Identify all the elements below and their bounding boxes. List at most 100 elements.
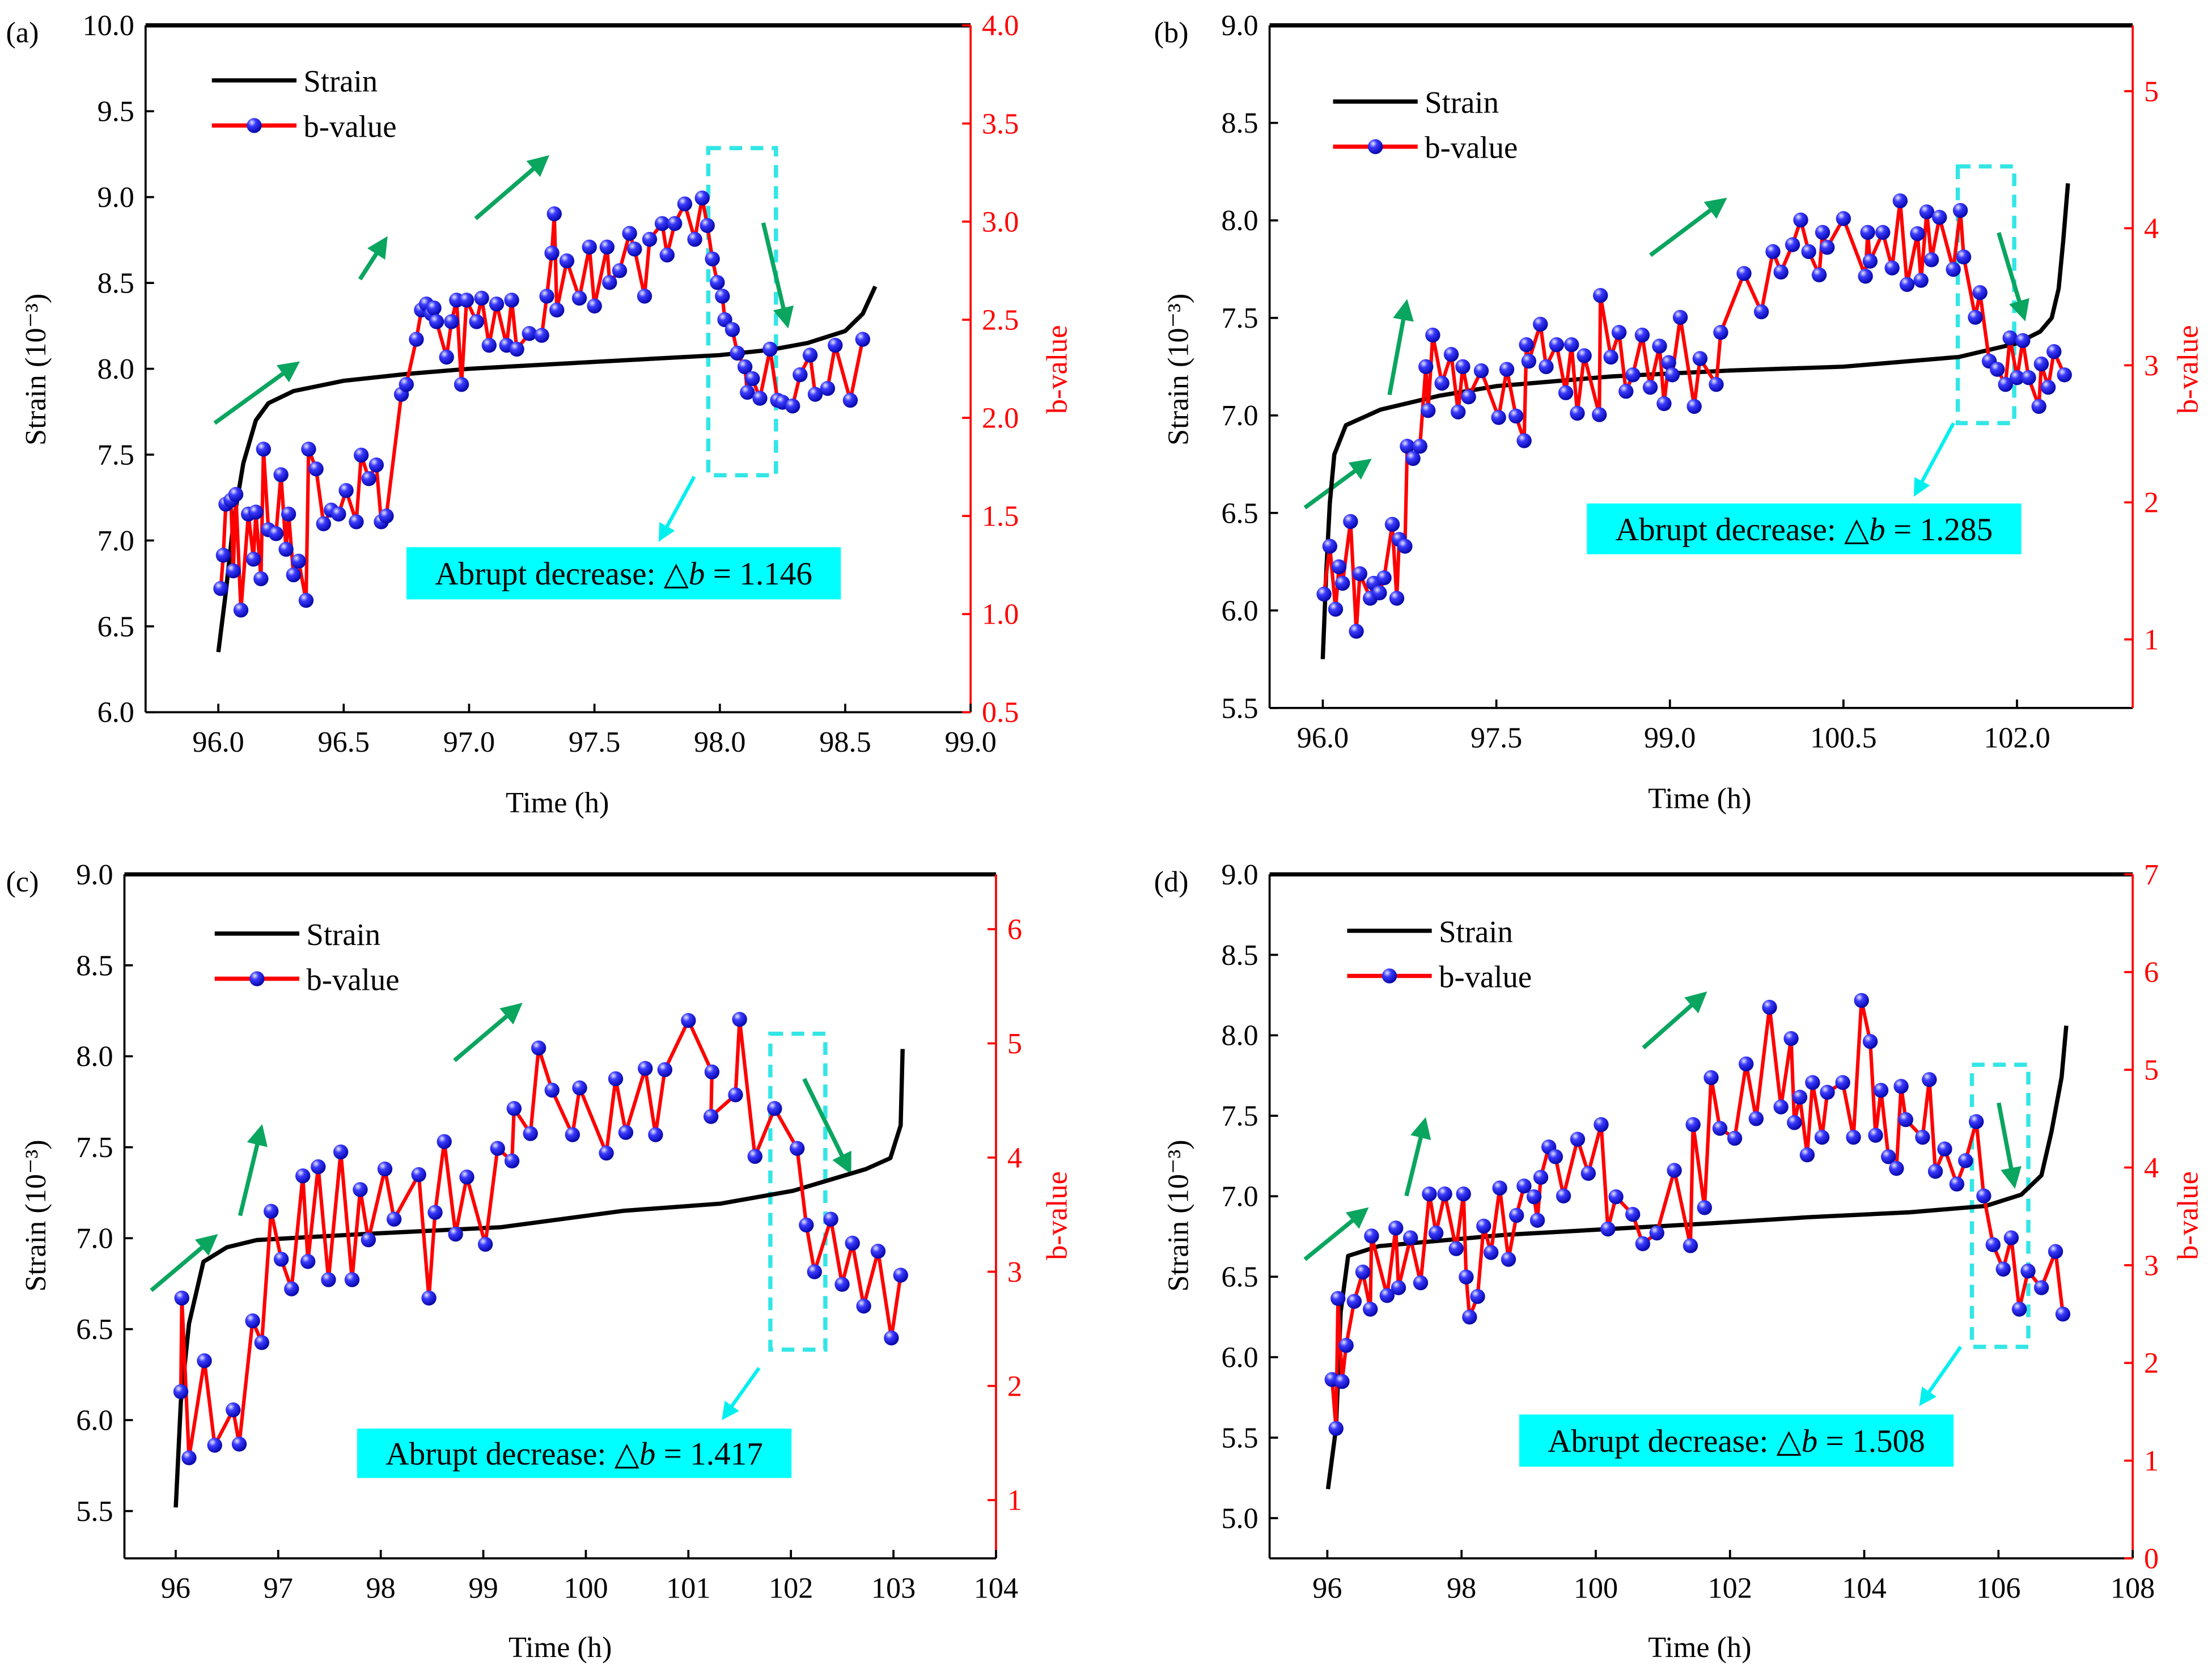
bvalue-point — [793, 367, 808, 383]
bvalue-point — [884, 1330, 899, 1346]
bvalue-point — [490, 1141, 505, 1156]
bvalue-point — [2011, 1302, 2027, 1317]
bvalue-point — [1922, 1072, 1937, 1087]
y-tick-label: 6.0 — [1221, 594, 1258, 627]
bvalue-point — [226, 563, 241, 579]
bvalue-point — [1594, 1117, 1609, 1132]
annotation-value: = 1.146 — [705, 556, 812, 592]
x-tick-label: 99.0 — [944, 726, 996, 758]
bvalue-point — [1391, 1280, 1406, 1295]
bvalue-point — [1815, 224, 1830, 240]
bvalue-point — [228, 487, 244, 502]
y-tick-label: 7.0 — [1221, 1180, 1258, 1213]
bvalue-point — [245, 552, 261, 567]
bvalue-point — [1898, 1112, 1914, 1128]
y-tick-label: 6.5 — [76, 1313, 113, 1346]
bvalue-point — [1476, 1218, 1491, 1234]
bvalue-point — [1533, 316, 1548, 332]
bvalue-point — [254, 1335, 269, 1350]
bvalue-point — [1400, 438, 1415, 454]
bvalue-point — [173, 1384, 189, 1400]
bvalue-point — [1388, 1220, 1404, 1236]
bvalue-point — [233, 603, 249, 618]
bvalue-point — [1338, 1338, 1354, 1353]
bvalue-point — [1462, 1309, 1477, 1325]
x-axis-title: Time (h) — [506, 786, 609, 819]
y2-tick-label: 4 — [2144, 1151, 2159, 1184]
bvalue-point — [704, 1064, 720, 1080]
bvalue-point — [823, 1211, 838, 1227]
bvalue-point — [730, 345, 745, 361]
bvalue-point — [1322, 539, 1337, 554]
bvalue-point — [1618, 384, 1634, 399]
bvalue-point — [1739, 1056, 1754, 1071]
bvalue-point — [1443, 346, 1459, 362]
bvalue-point — [1820, 1084, 1835, 1100]
bvalue-point — [308, 461, 324, 477]
y2-tick-label: 3.0 — [982, 205, 1019, 238]
bvalue-point — [1949, 1176, 1965, 1192]
bvalue-point — [1868, 1128, 1883, 1143]
bvalue-point — [681, 1012, 696, 1028]
bvalue-point — [2021, 370, 2036, 385]
bvalue-point — [1558, 385, 1574, 401]
y-tick-label: 8.0 — [1221, 1019, 1258, 1052]
bvalue-point — [1492, 1180, 1507, 1196]
bvalue-point — [1846, 1129, 1861, 1145]
bvalue-point — [572, 1080, 587, 1096]
bvalue-point — [767, 1101, 782, 1116]
bvalue-point — [1649, 1225, 1664, 1241]
bvalue-point — [1799, 1147, 1815, 1163]
bvalue-point — [291, 553, 306, 569]
bvalue-point — [333, 1144, 349, 1160]
x-tick-label: 98 — [366, 1572, 396, 1605]
y-tick-label: 5.5 — [76, 1495, 113, 1528]
bvalue-point — [1343, 514, 1358, 529]
bvalue-point — [1946, 261, 1961, 277]
legend-bvalue-marker — [247, 118, 262, 133]
bvalue-point — [728, 1087, 743, 1103]
bvalue-point — [1820, 240, 1835, 255]
bvalue-point — [1455, 359, 1471, 375]
legend-bvalue-label: b-value — [303, 109, 396, 143]
annotation-value: = 1.417 — [655, 1436, 763, 1472]
bvalue-point — [842, 392, 858, 408]
bvalue-point — [1990, 362, 2005, 377]
bvalue-point — [700, 218, 715, 233]
y-tick-label: 8.0 — [76, 1040, 113, 1073]
bvalue-point — [1889, 1160, 1904, 1176]
x-tick-label: 96.0 — [1297, 722, 1349, 755]
bvalue-point — [799, 1217, 814, 1233]
x-tick-label: 97.5 — [1471, 722, 1522, 755]
bvalue-point — [1976, 1188, 1991, 1203]
bvalue-point — [687, 231, 702, 247]
bvalue-point — [2031, 399, 2046, 414]
increase-trend-arrow — [453, 1002, 523, 1062]
bvalue-point — [1459, 1269, 1474, 1285]
bvalue-point — [608, 1071, 624, 1087]
bvalue-point — [531, 1040, 546, 1056]
bvalue-line — [179, 1018, 902, 1460]
bvalue-point — [1456, 1186, 1471, 1202]
strain-line — [216, 285, 878, 652]
bvalue-point — [870, 1243, 886, 1259]
bvalue-point — [459, 293, 474, 308]
bvalue-point — [1451, 404, 1466, 419]
bvalue-point — [627, 241, 642, 257]
bvalue-point — [1773, 1099, 1789, 1114]
bvalue-point — [534, 328, 549, 343]
bvalue-point — [1862, 1034, 1878, 1049]
y-tick-label: 8.5 — [98, 267, 134, 300]
y-tick-label: 6.5 — [1221, 1261, 1258, 1294]
x-tick-label: 103 — [871, 1572, 916, 1605]
annotation-text: Abrupt decrease: △b = 1.285 — [1616, 512, 1993, 548]
bvalue-point — [409, 332, 424, 347]
y-tick-label: 5.5 — [1221, 692, 1258, 724]
y-tick-label: 6.0 — [98, 696, 134, 729]
y-tick-label: 8.5 — [1221, 107, 1258, 139]
bvalue-point — [1862, 253, 1878, 269]
bvalue-point — [845, 1235, 860, 1251]
bvalue-point — [2015, 333, 2031, 348]
y-tick-label: 7.5 — [76, 1131, 113, 1164]
